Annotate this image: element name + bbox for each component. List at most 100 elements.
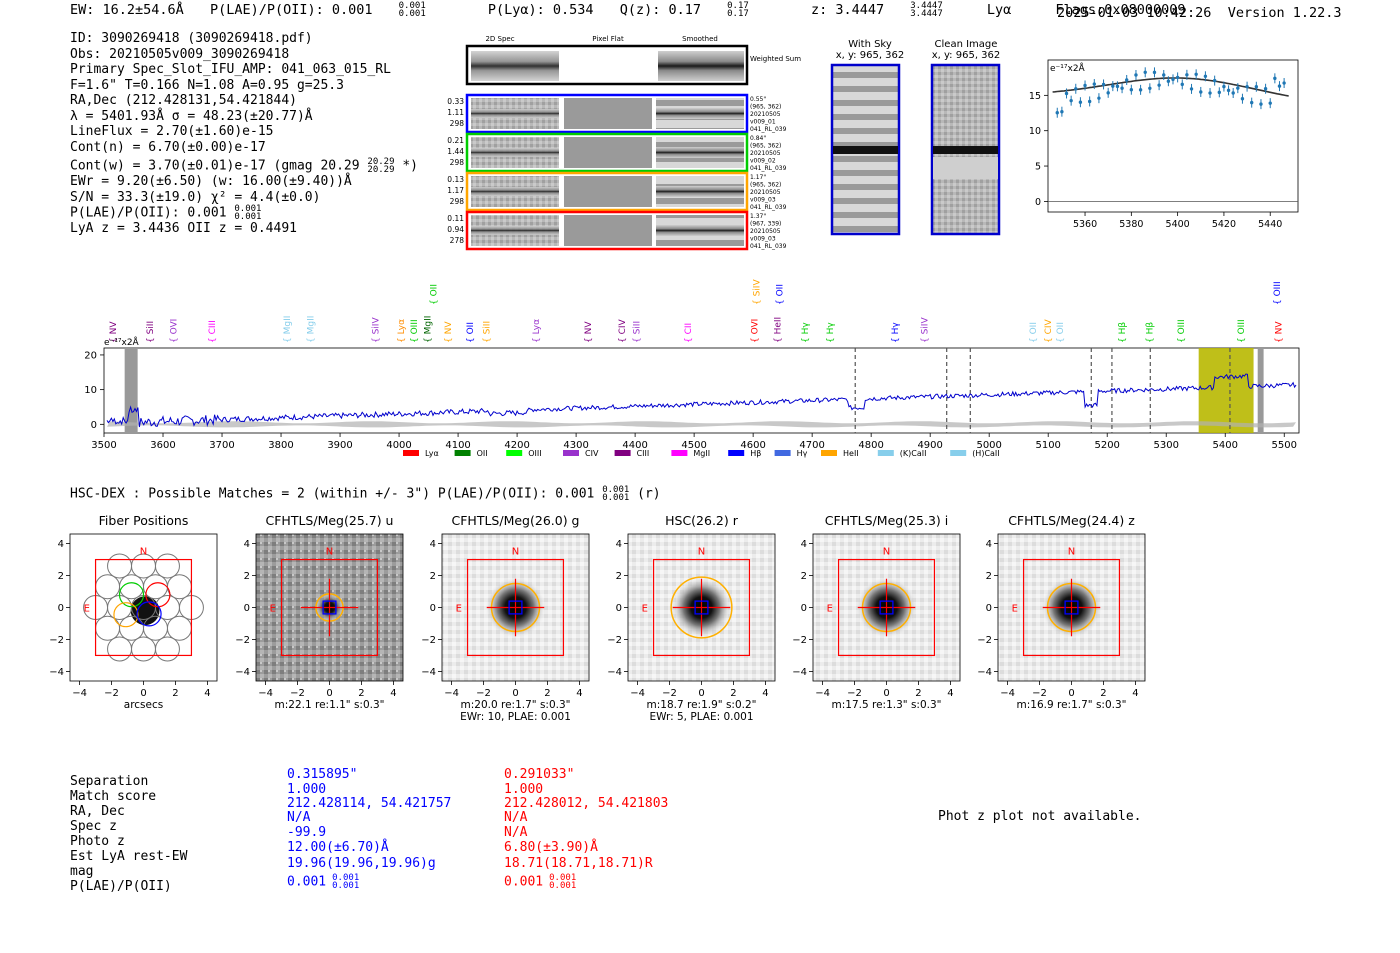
cutout-row-meta: v009_03 xyxy=(750,236,776,243)
zoom-ytick-label: 0 xyxy=(1035,197,1041,208)
stamp-caption: arcsecs xyxy=(124,699,163,711)
stamp-xtick-label: −2 xyxy=(1032,688,1047,699)
zoom-point xyxy=(1060,109,1064,114)
emission-line-text: { SiIV xyxy=(371,317,381,343)
emission-line-text: { Hβ xyxy=(1146,322,1156,343)
stamp-xtick-label: −4 xyxy=(444,688,459,699)
emission-line-text: { MgII xyxy=(423,316,433,343)
stamp-3arcsec-box xyxy=(94,558,193,657)
stamp-caption: m:16.9 re:1.7" s:0.3" xyxy=(1017,699,1127,711)
zoom-point xyxy=(1268,101,1272,105)
spectrum-xtick-label: 4300 xyxy=(563,440,588,451)
cutout-row-meta: 041_RL_039 xyxy=(750,126,787,133)
emission-line-text: { Hβ xyxy=(1118,322,1128,343)
legend-label: OII xyxy=(477,449,488,458)
match-value-col2: 0.291033" xyxy=(504,767,575,782)
zoom-point xyxy=(1189,87,1194,91)
emission-line-label: { NV xyxy=(584,321,594,343)
spectrum-xtick-label: 4500 xyxy=(681,440,706,451)
emission-line-label: { SiII xyxy=(482,321,492,343)
legend-swatch xyxy=(614,450,631,456)
cutout-row-meta: 0.55" xyxy=(750,96,766,103)
zoom-point xyxy=(1180,82,1184,87)
stamp-east-label: E xyxy=(456,604,462,615)
emission-line-label: { SiIV xyxy=(920,317,930,343)
stamp-3arcsec-box xyxy=(652,558,751,657)
zoom-point xyxy=(1111,84,1115,88)
spectrum-xtick-label: 4600 xyxy=(740,440,765,451)
spectrum-xtick-label: 3800 xyxy=(268,440,293,451)
emission-line-text: { MgII xyxy=(283,316,293,343)
emission-line-text: { OII xyxy=(1029,322,1039,343)
zoom-point xyxy=(1199,90,1203,94)
zoom-point xyxy=(1162,73,1166,77)
emission-line-text: { OVI xyxy=(750,319,760,343)
cutout-pixelflat xyxy=(564,98,652,129)
spectrum-ytick-label: 0 xyxy=(91,420,97,431)
cutout-row-meta: 20210505 xyxy=(750,111,781,118)
legend-swatch xyxy=(728,450,745,456)
stamp-xtick-label: 0 xyxy=(512,688,518,699)
zoom-point xyxy=(1236,86,1240,90)
zoom-point xyxy=(1087,99,1092,104)
stamp-xtick-label: 2 xyxy=(544,688,550,699)
stamp-title: CFHTLS/Meg(24.4) z xyxy=(1008,513,1135,528)
emission-line-text: { OIII xyxy=(410,319,420,343)
cutout-row-meta: v009_01 xyxy=(750,119,776,126)
emission-line-label: { SiIV xyxy=(371,317,381,343)
emission-line-label: { OII xyxy=(1029,322,1039,343)
zoom-ticks: 5360 5380 5400 5420 5440 0 5 10 15 xyxy=(1029,91,1282,230)
emission-line-text: { HeII xyxy=(773,317,783,343)
info-obs: Obs: 20210505v009_3090269418 xyxy=(70,46,290,62)
cutout-row-meta: 20210505 xyxy=(750,189,781,196)
stamp-east-label: E xyxy=(1012,604,1018,615)
with-sky-title: With Sky xyxy=(848,39,892,50)
col-header-smoothed: Smoothed xyxy=(682,35,718,43)
stamp-ytick-label: 4 xyxy=(616,539,622,550)
stamp-ytick-label: −4 xyxy=(607,667,622,678)
error-band xyxy=(107,421,1296,428)
stamp-xtick-label: 0 xyxy=(698,688,704,699)
spectrum-xtick-label: 5400 xyxy=(1213,440,1238,451)
spectrum-xtick-label: 4800 xyxy=(858,440,883,451)
zoom-point xyxy=(1152,70,1157,75)
stamp-ytick-label: 4 xyxy=(58,539,64,550)
legend-label: MgII xyxy=(693,449,710,458)
stamp-ytick-label: −2 xyxy=(792,635,807,646)
stamp-xtick-label: 4 xyxy=(947,688,953,699)
stamp-xtick-label: 2 xyxy=(730,688,736,699)
emission-line-text: { CIII xyxy=(208,320,218,343)
cutout-row-value: 0.11 xyxy=(447,214,464,223)
stamp-ytick-label: 0 xyxy=(430,603,436,614)
stamp-xtick-label: 2 xyxy=(915,688,921,699)
zoom-point xyxy=(1194,72,1198,77)
emission-line-text: { CIV xyxy=(1044,318,1054,343)
cutout-row-value: 0.94 xyxy=(447,225,464,234)
header-plya: P(Lyα): 0.534 xyxy=(487,2,594,18)
stamp-caption-2: EWr: 5, PLAE: 0.001 xyxy=(649,711,753,723)
hsc-dex-summary: HSC-DEX : Possible Matches = 2 (within +… xyxy=(70,485,661,503)
emission-line-label: { SiII xyxy=(146,321,156,343)
stamp-east-label: E xyxy=(84,604,90,615)
stamp-xtick-label: 4 xyxy=(390,688,396,699)
emission-line-text: { NV xyxy=(1274,321,1284,343)
stamp-panel: CFHTLS/Meg(25.7) u N E −4 −4 −2 −2 0 0 2 2 4 4 m:22.1… xyxy=(235,513,404,711)
stamp-north-label: N xyxy=(326,547,333,558)
stamp-panel: CFHTLS/Meg(25.3) i N E −4 −4 −2 −2 0 0 2 2 4 4 m:17.5… xyxy=(792,513,961,711)
stamp-3arcsec-box xyxy=(466,558,565,657)
zoom-point xyxy=(1083,83,1087,88)
zoom-point xyxy=(1064,91,1069,96)
emission-line-text: { OII xyxy=(776,284,786,305)
legend-swatch xyxy=(774,450,791,456)
spectrum-xtick-label: 4400 xyxy=(622,440,647,451)
stamp-ytick-label: −4 xyxy=(421,667,436,678)
info-plae: P(LAE)/P(OII): 0.001 0.001 0.001 xyxy=(70,204,262,222)
stamp-title: Fiber Positions xyxy=(99,513,189,528)
cutout-row-value: 0.33 xyxy=(447,97,464,106)
cutout-smoothed-trace xyxy=(656,186,744,197)
stamp-ytick-label: 2 xyxy=(244,571,250,582)
legend-swatch xyxy=(403,450,419,456)
fiber-cutouts: 2D Spec Pixel Flat Smoothed Weighted Sum… xyxy=(447,35,1000,251)
